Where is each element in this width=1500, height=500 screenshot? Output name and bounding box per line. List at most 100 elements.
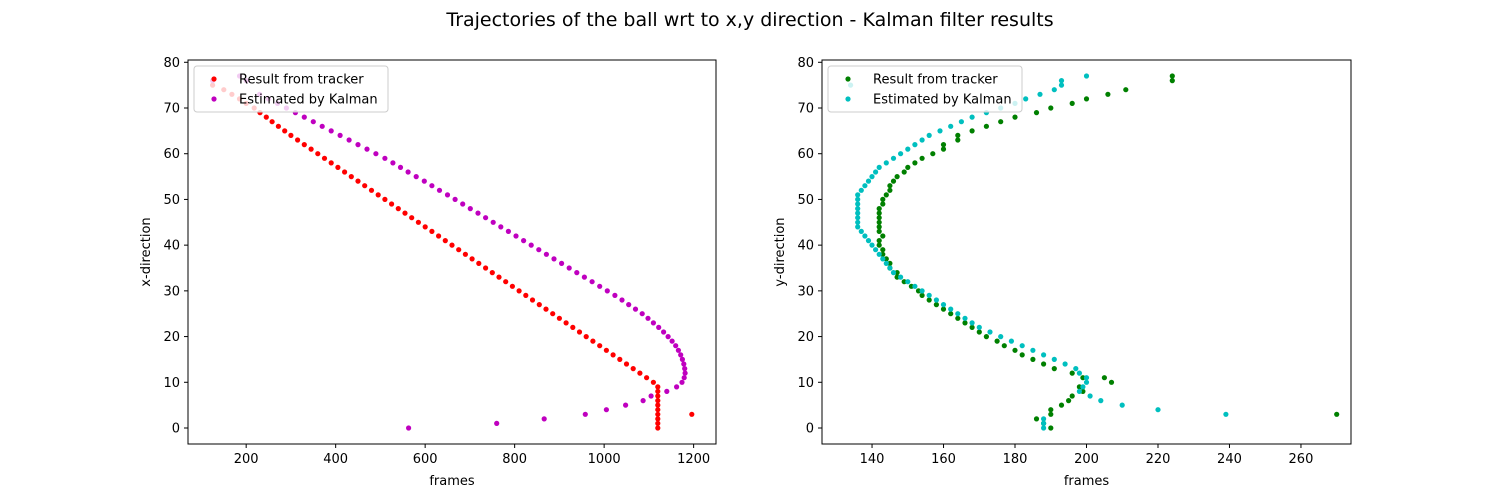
chart-0-series-1-point-51 [639, 311, 645, 317]
chart-1-series-1-point-74 [1223, 411, 1229, 417]
chart-0-series-1-point-50 [632, 306, 639, 312]
chart-0-series-0-point-18 [335, 164, 341, 170]
chart-0-series-1-point-28 [467, 206, 473, 212]
chart-0-series-1-point-33 [505, 228, 511, 234]
chart-1-series-1-point-66 [1083, 375, 1090, 381]
chart-0-series-1-point-65 [681, 375, 687, 381]
chart-1-series-0-point-63 [1051, 366, 1057, 372]
chart-1-series-1-point-49 [933, 297, 940, 303]
chart-0-series-1-point-19 [397, 164, 404, 170]
chart-0-series-1-point-75 [494, 420, 500, 426]
chart-1-series-1-point-30 [855, 210, 861, 216]
chart-1-series-0-point-67 [1108, 379, 1115, 385]
chart-1-xtick-label-1: 160 [931, 452, 956, 467]
chart-0-series-1-point-27 [460, 201, 466, 207]
chart-0-series-1-point-73 [582, 411, 588, 417]
chart-1-series-1-point-29 [855, 206, 861, 212]
chart-1-series-1-point-32 [855, 219, 861, 225]
chart-0-series-1-point-21 [413, 174, 419, 180]
chart-0-series-0-point-69 [655, 398, 661, 404]
chart-0-series-1-point-14 [355, 142, 361, 148]
chart-1-series-1-point-20 [876, 164, 882, 170]
chart-0-series-0-point-9 [275, 123, 281, 129]
chart-0-series-1-point-11 [328, 128, 334, 134]
chart-0-series-1-point-17 [382, 155, 388, 161]
chart-0-series-1-point-54 [656, 324, 662, 330]
chart-0-series-1-point-8 [301, 114, 307, 120]
chart-1-series-1-point-77 [1041, 425, 1047, 431]
chart-0-series-0-point-59 [610, 352, 616, 358]
chart-1-series-0-point-18 [912, 160, 918, 166]
chart-1-series-0-point-3 [1105, 91, 1111, 97]
chart-0-series-0-point-66 [655, 384, 661, 390]
chart-0-series-0-point-44 [509, 283, 515, 289]
chart-1-series-0-point-16 [930, 151, 936, 157]
chart-0-series-0-point-52 [563, 320, 569, 326]
chart-1-series-1-point-55 [976, 324, 982, 330]
chart-1-series-1-point-76 [1041, 420, 1047, 426]
chart-1-series-0-point-12 [955, 132, 961, 138]
chart-0-series-1-point-35 [521, 238, 527, 244]
chart-1-ytick-label-5: 50 [797, 193, 814, 208]
chart-1-series-0-point-46 [915, 288, 922, 294]
chart-0-series-0-point-38 [469, 256, 475, 262]
chart-0-series-1-point-42 [574, 270, 580, 276]
chart-1-series-1-point-3 [1051, 87, 1057, 93]
chart-0-series-1-point-70 [640, 398, 646, 404]
chart-1-series-0-point-70 [1069, 393, 1075, 399]
chart-1-series-1-point-28 [855, 201, 861, 207]
chart-1-series-1-point-31 [855, 215, 861, 221]
chart-1-series-0-point-23 [887, 183, 893, 189]
chart-1-series-0-point-1 [1169, 78, 1175, 84]
chart-1-series-0-point-64 [1069, 370, 1075, 376]
chart-1-ytick-label-4: 40 [797, 239, 814, 254]
chart-1-series-1-point-9 [969, 114, 975, 120]
chart-1-series-1-point-1 [1058, 78, 1065, 84]
chart-1-ylabel: y-direction [773, 217, 788, 286]
chart-1-series-1-point-72 [1119, 402, 1125, 408]
chart-1-series-0-point-36 [876, 242, 882, 248]
chart-0-series-1-point-59 [675, 347, 682, 353]
chart-1-series-1-point-46 [912, 283, 918, 289]
chart-0-xtick-label-2: 600 [413, 452, 438, 467]
chart-1-series-0-point-51 [948, 311, 954, 317]
chart-1-series-0-point-30 [876, 215, 882, 221]
chart-0-series-1-point-41 [566, 265, 572, 271]
chart-1-series-1-point-14 [919, 137, 925, 143]
chart-1-series-0-point-53 [962, 320, 968, 326]
chart-1-series-1-point-36 [865, 238, 872, 244]
chart-1-series-0-point-48 [926, 297, 932, 303]
chart-1-series-0-point-37 [880, 247, 886, 253]
chart-0-series-1-point-56 [665, 334, 671, 340]
chart-0-series-0-point-34 [442, 238, 448, 244]
chart-0-series-0-point-30 [415, 219, 421, 225]
chart-1-ytick-label-1: 10 [797, 376, 814, 391]
chart-0-plot-frame [187, 59, 717, 445]
chart-1-series-0-point-65 [1080, 375, 1086, 381]
chart-1-series-0-point-34 [880, 233, 886, 239]
chart-1-series-0-point-32 [876, 224, 882, 230]
chart-1-series-1-point-44 [898, 274, 904, 280]
chart-0-series-0-point-76 [689, 411, 695, 417]
chart-0-series-1-point-24 [436, 187, 443, 193]
chart-0-series-0-point-42 [496, 274, 502, 280]
chart-0-ytick-label-4: 40 [163, 239, 180, 254]
chart-1-series-1-point-56 [987, 329, 993, 335]
chart-0-legend-marker-0 [211, 76, 217, 82]
chart-1-series-0-point-78 [1334, 411, 1340, 417]
chart-1-series-1-point-2 [1058, 82, 1065, 88]
chart-1-series-0-point-19 [905, 164, 911, 170]
chart-1-series-1-point-67 [1083, 379, 1090, 385]
chart-0-series-1-point-45 [597, 283, 603, 289]
chart-1-series-0-point-20 [901, 169, 907, 175]
y-direction-subplot: 140 160 180 200 220 240 260 0 10 20 30 40 50 60 70 80 fr… [773, 56, 1352, 489]
chart-0-xtick-label-0: 200 [234, 452, 259, 467]
chart-0-series-1-point-18 [390, 160, 396, 166]
chart-1-series-1-point-51 [948, 306, 954, 312]
chart-1-series-0-point-50 [940, 306, 947, 312]
chart-1-legend-marker-0 [845, 76, 851, 82]
chart-0-series-1-point-53 [650, 320, 657, 326]
chart-0-legend [193, 65, 389, 113]
chart-1-series-1-point-39 [876, 251, 882, 257]
chart-1-series-1-point-18 [890, 155, 897, 161]
